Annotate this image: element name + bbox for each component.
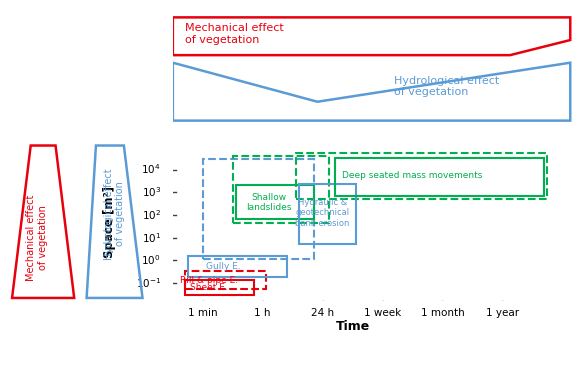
Bar (185, 280, 254, 295)
Text: 10$^{3}$: 10$^{3}$ (141, 185, 161, 199)
Text: Hydrological effect
of vegetation: Hydrological effect of vegetation (394, 76, 499, 97)
Text: Hydrological effect
of vegetation: Hydrological effect of vegetation (104, 168, 125, 260)
Text: 10$^{4}$: 10$^{4}$ (141, 163, 161, 176)
Bar (296, 153, 547, 199)
Text: 10$^{-1}$: 10$^{-1}$ (135, 276, 161, 290)
Text: 1 year: 1 year (486, 308, 519, 318)
Text: Deep seated mass movements: Deep seated mass movements (342, 171, 483, 180)
Text: 24 h: 24 h (311, 308, 334, 318)
Text: 10$^{2}$: 10$^{2}$ (142, 208, 161, 222)
Text: 1 h: 1 h (254, 308, 271, 318)
Bar (203, 160, 314, 259)
Text: 10$^{1}$: 10$^{1}$ (142, 231, 161, 245)
Text: 1 min: 1 min (188, 308, 217, 318)
Bar (188, 256, 287, 277)
Text: Gully E.: Gully E. (206, 262, 241, 271)
Text: Mechanical effect
of vegetation: Mechanical effect of vegetation (26, 195, 47, 281)
Bar (299, 184, 356, 245)
Text: 10$^{0}$: 10$^{0}$ (141, 253, 161, 267)
Text: 1 month: 1 month (421, 308, 464, 318)
Text: Rill & pipe E.: Rill & pipe E. (180, 276, 238, 285)
Text: Hydraulic &
geotechnical
bank erosion: Hydraulic & geotechnical bank erosion (295, 198, 350, 227)
Text: Time: Time (335, 320, 370, 333)
Bar (335, 158, 544, 196)
Text: Sheet E.: Sheet E. (190, 283, 228, 292)
Bar (236, 185, 314, 219)
Text: 1 week: 1 week (364, 308, 401, 318)
Bar (233, 156, 329, 223)
Text: Shallow
landslides: Shallow landslides (246, 193, 291, 212)
Bar (185, 270, 265, 289)
Text: Mechanical effect
of vegetation: Mechanical effect of vegetation (185, 23, 284, 45)
Text: Space [m²]: Space [m²] (104, 186, 117, 258)
